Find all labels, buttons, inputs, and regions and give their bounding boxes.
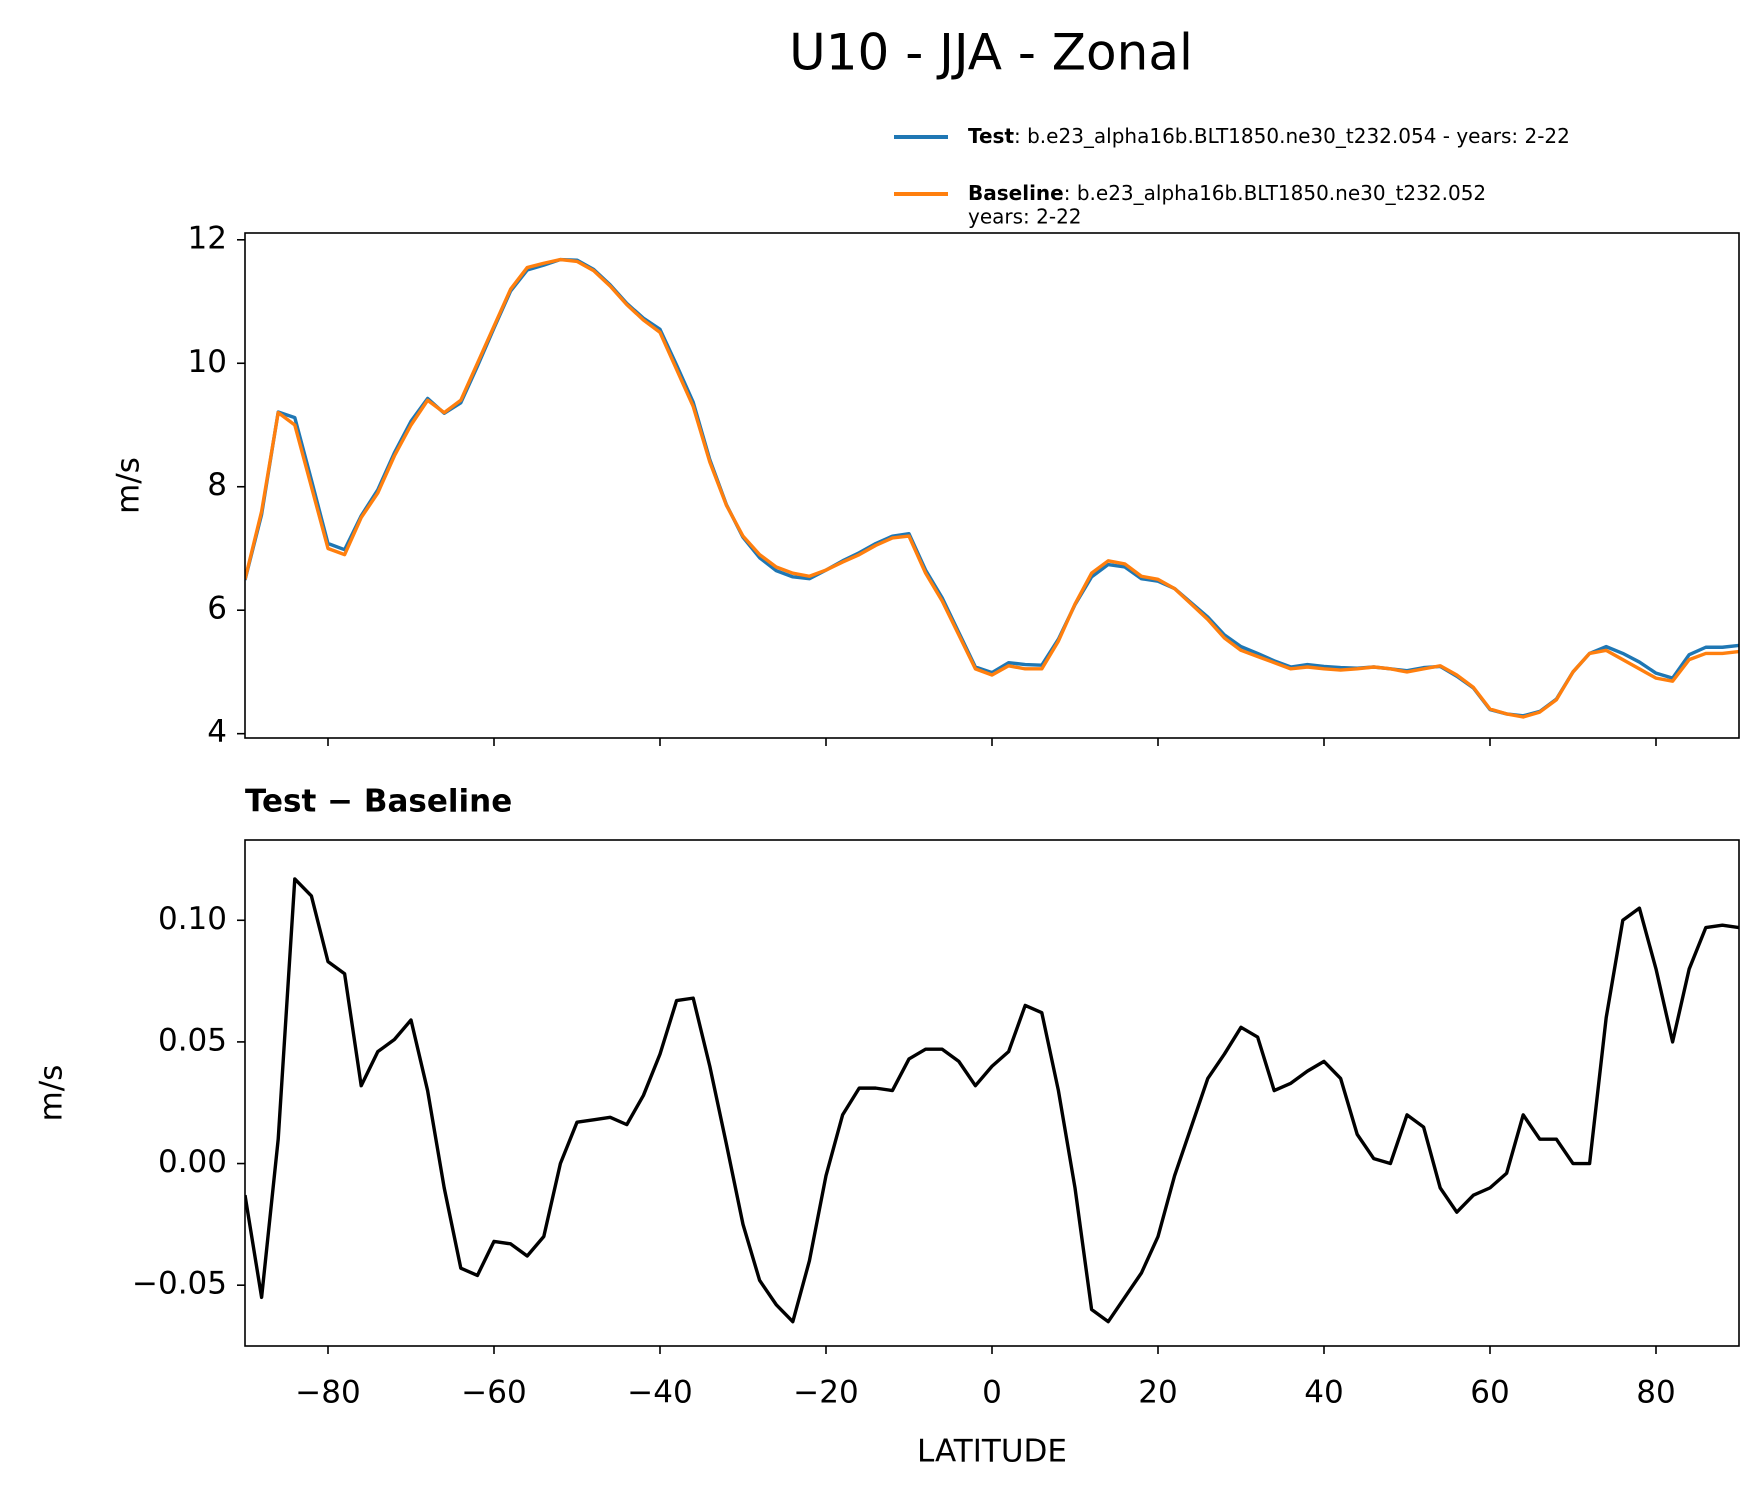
y-tick-label: −0.05	[132, 1266, 227, 1302]
x-tick-label: −40	[627, 1375, 692, 1411]
axes-frame	[244, 839, 1740, 1347]
y-tick-label: 6	[207, 591, 227, 627]
x-tick-label: −20	[793, 1375, 858, 1411]
legend-case: : b.e23_alpha16b.BLT1850.ne30_t232.052	[1064, 181, 1486, 205]
axes-frame	[244, 232, 1740, 739]
x-tick-label: 0	[982, 1375, 1002, 1411]
legend-case: years: 2-22	[968, 205, 1082, 229]
figure-title: U10 - JJA - Zonal	[789, 24, 1193, 82]
y-tick-label: 8	[207, 467, 227, 503]
x-tick-label: −60	[461, 1375, 526, 1411]
y-axis-label: m/s	[111, 457, 147, 514]
legend-name: Test	[968, 124, 1014, 148]
x-tick-label: 80	[1636, 1375, 1675, 1411]
x-axis-label: LATITUDE	[917, 1434, 1067, 1470]
y-axis-label: m/s	[34, 1065, 70, 1122]
y-tick-label: 0.10	[158, 901, 227, 937]
y-tick-label: 0.05	[158, 1022, 227, 1058]
y-tick-label: 4	[207, 714, 227, 750]
x-tick-label: 40	[1304, 1375, 1343, 1411]
series-line	[245, 257, 1739, 719]
series-line	[245, 257, 1739, 718]
legend-case: : b.e23_alpha16b.BLT1850.ne30_t232.054 -…	[1014, 124, 1570, 148]
y-tick-label: 10	[188, 344, 227, 380]
panel-title: Test − Baseline	[245, 784, 512, 820]
x-tick-label: 20	[1138, 1375, 1177, 1411]
legend-name: Baseline	[968, 181, 1064, 205]
y-tick-label: 12	[188, 220, 227, 256]
legend-entry: Baseline: b.e23_alpha16b.BLT1850.ne30_t2…	[968, 181, 1486, 205]
y-tick-label: 0.00	[158, 1144, 227, 1180]
difference-line	[245, 877, 1739, 1324]
x-tick-label: −80	[295, 1375, 360, 1411]
x-tick-label: 60	[1470, 1375, 1509, 1411]
legend-entry: Test: b.e23_alpha16b.BLT1850.ne30_t232.0…	[968, 124, 1570, 148]
